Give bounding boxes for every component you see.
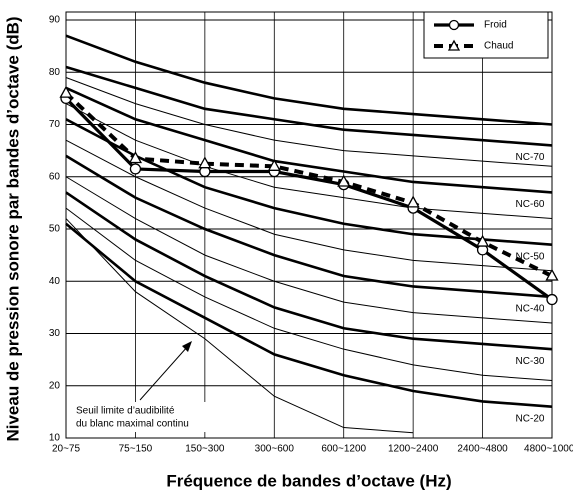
nc-label: NC-60 bbox=[516, 199, 545, 210]
nc-curve bbox=[65, 154, 553, 299]
series-line bbox=[64, 91, 553, 278]
x-tick-label: 150~300 bbox=[185, 444, 225, 455]
x-tick-label: 75~150 bbox=[119, 444, 153, 455]
annotation-text: Seuil limite d’audibilité bbox=[76, 406, 175, 417]
nc-label-bg bbox=[512, 150, 548, 165]
nc-label: NC-40 bbox=[516, 304, 545, 315]
data-point bbox=[545, 268, 559, 281]
x-axis-title: Fréquence de bandes d’octave (Hz) bbox=[166, 471, 451, 490]
nc-curve bbox=[65, 207, 553, 382]
data-point bbox=[406, 195, 420, 208]
nc-label-bg bbox=[512, 197, 548, 212]
nc-curve bbox=[65, 139, 553, 272]
y-tick-label: 50 bbox=[49, 224, 61, 235]
x-tick-label: 600~1200 bbox=[321, 444, 366, 455]
data-point bbox=[129, 163, 142, 175]
plot-frame bbox=[65, 11, 553, 439]
nc-label-bg bbox=[512, 411, 548, 426]
annotation-text: du blanc maximal continu bbox=[76, 419, 189, 430]
series-line bbox=[64, 97, 553, 301]
nc-curve bbox=[65, 34, 553, 126]
data-point bbox=[337, 174, 351, 187]
data-point bbox=[267, 158, 281, 171]
legend-box bbox=[423, 11, 549, 59]
nc-label: NC-50 bbox=[516, 251, 545, 262]
x-tick-label: 2400~4800 bbox=[457, 444, 508, 455]
y-tick-label: 80 bbox=[49, 67, 61, 78]
y-tick-label: 60 bbox=[49, 171, 61, 182]
nc-curve bbox=[65, 218, 414, 434]
nc-curve bbox=[65, 86, 553, 194]
annotation-arrowhead bbox=[182, 341, 192, 352]
y-tick-label: 40 bbox=[49, 276, 61, 287]
annotation-arrow bbox=[139, 345, 189, 401]
data-point bbox=[198, 156, 212, 169]
nc-label-bg bbox=[512, 354, 548, 369]
y-axis-title: Niveau de pression sonore par bandes d’o… bbox=[3, 16, 22, 441]
nc-curve bbox=[65, 103, 553, 220]
nc-label: NC-70 bbox=[516, 152, 545, 163]
y-tick-label: 70 bbox=[49, 119, 61, 130]
legend-marker bbox=[448, 19, 460, 31]
data-point bbox=[475, 234, 490, 247]
nc-curve bbox=[65, 176, 553, 324]
y-tick-label: 10 bbox=[49, 433, 61, 444]
y-tick-label: 30 bbox=[49, 328, 61, 339]
data-point bbox=[546, 293, 558, 306]
nc-curve bbox=[65, 222, 553, 408]
x-tick-label: 1200~2400 bbox=[388, 444, 439, 455]
nc-curve bbox=[65, 191, 553, 351]
data-point bbox=[128, 151, 143, 164]
nc-curve bbox=[65, 77, 553, 167]
nc-label: NC-30 bbox=[516, 356, 545, 367]
x-tick-label: 4800~10000 bbox=[524, 444, 573, 455]
legend-label: Chaud bbox=[484, 41, 513, 52]
data-point bbox=[59, 85, 73, 98]
y-tick-label: 20 bbox=[49, 380, 61, 391]
legend-marker bbox=[447, 39, 461, 51]
x-tick-label: 20~75 bbox=[52, 444, 81, 455]
x-tick-label: 300~600 bbox=[255, 444, 295, 455]
y-tick-label: 90 bbox=[49, 15, 61, 26]
nc-label: NC-20 bbox=[516, 413, 545, 424]
annotation-bg bbox=[72, 402, 212, 432]
nc-curve bbox=[65, 118, 553, 246]
legend-label: Froid bbox=[484, 20, 507, 31]
nc-label-bg bbox=[512, 301, 548, 316]
nc-curve bbox=[65, 65, 553, 147]
